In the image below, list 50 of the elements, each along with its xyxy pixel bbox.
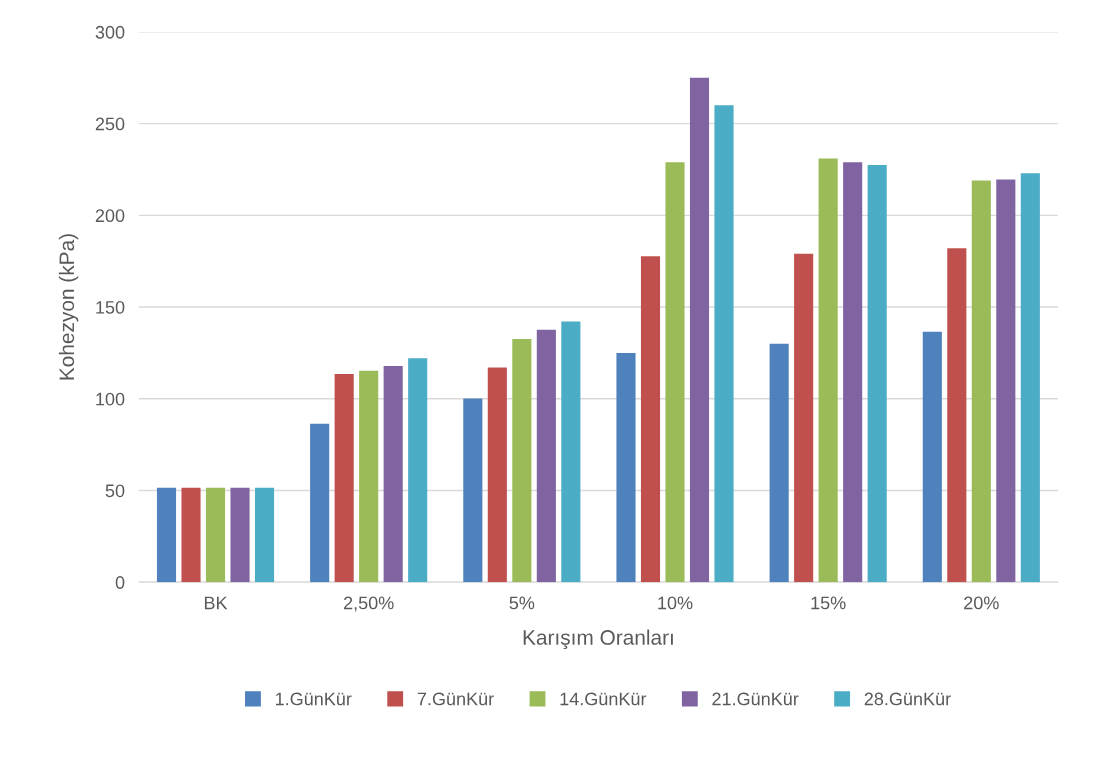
legend-label: 21.GünKür [712, 692, 799, 706]
bar [689, 77, 710, 583]
y-tick-label: 250 [95, 117, 125, 131]
bar [818, 158, 838, 583]
bar [665, 162, 685, 583]
x-tick-label: 10% [658, 596, 693, 610]
bar [512, 338, 532, 583]
bar [996, 179, 1016, 583]
bar [561, 321, 581, 583]
bar [640, 256, 661, 583]
bar [487, 367, 507, 583]
y-tick-label: 300 [95, 25, 125, 39]
legend-label: 28.GünKür [864, 692, 951, 706]
bar [867, 164, 887, 583]
bar [156, 487, 177, 583]
bar [922, 331, 942, 583]
bar [205, 487, 226, 583]
y-tick-label: 200 [95, 209, 125, 223]
bar [463, 398, 483, 583]
x-tick-label: 20% [964, 596, 999, 610]
bar [714, 105, 734, 583]
bar [359, 370, 379, 583]
x-axis-title: Karışım Oranları [523, 629, 673, 650]
bar [616, 352, 636, 583]
y-tick-label: 100 [96, 392, 125, 406]
bar [230, 487, 250, 583]
bar [769, 343, 789, 583]
bar [254, 487, 275, 583]
bar [947, 248, 967, 583]
x-tick-label: 15% [811, 596, 846, 610]
x-tick-label: 2,50% [343, 596, 394, 612]
bar [536, 329, 556, 583]
bar [334, 373, 354, 583]
bar [1020, 173, 1040, 583]
legend-label: 7.GünKür [417, 692, 494, 706]
x-tick-label: BK [204, 596, 228, 610]
bar [181, 487, 201, 583]
bar [971, 180, 991, 583]
y-tick-label: 50 [105, 484, 125, 498]
y-axis-title: Kohezyon (kPa) [58, 234, 79, 380]
legend-label: 14.GünKür [560, 692, 647, 706]
y-tick-label: 150 [96, 300, 125, 314]
legend-label: 1.GünKür [275, 692, 352, 706]
x-tick-label: 5% [509, 596, 535, 610]
bar [310, 423, 330, 583]
bar [794, 253, 814, 583]
bar [383, 366, 403, 583]
bar [408, 358, 428, 583]
y-tick-label: 0 [115, 576, 125, 589]
bar [843, 162, 863, 583]
